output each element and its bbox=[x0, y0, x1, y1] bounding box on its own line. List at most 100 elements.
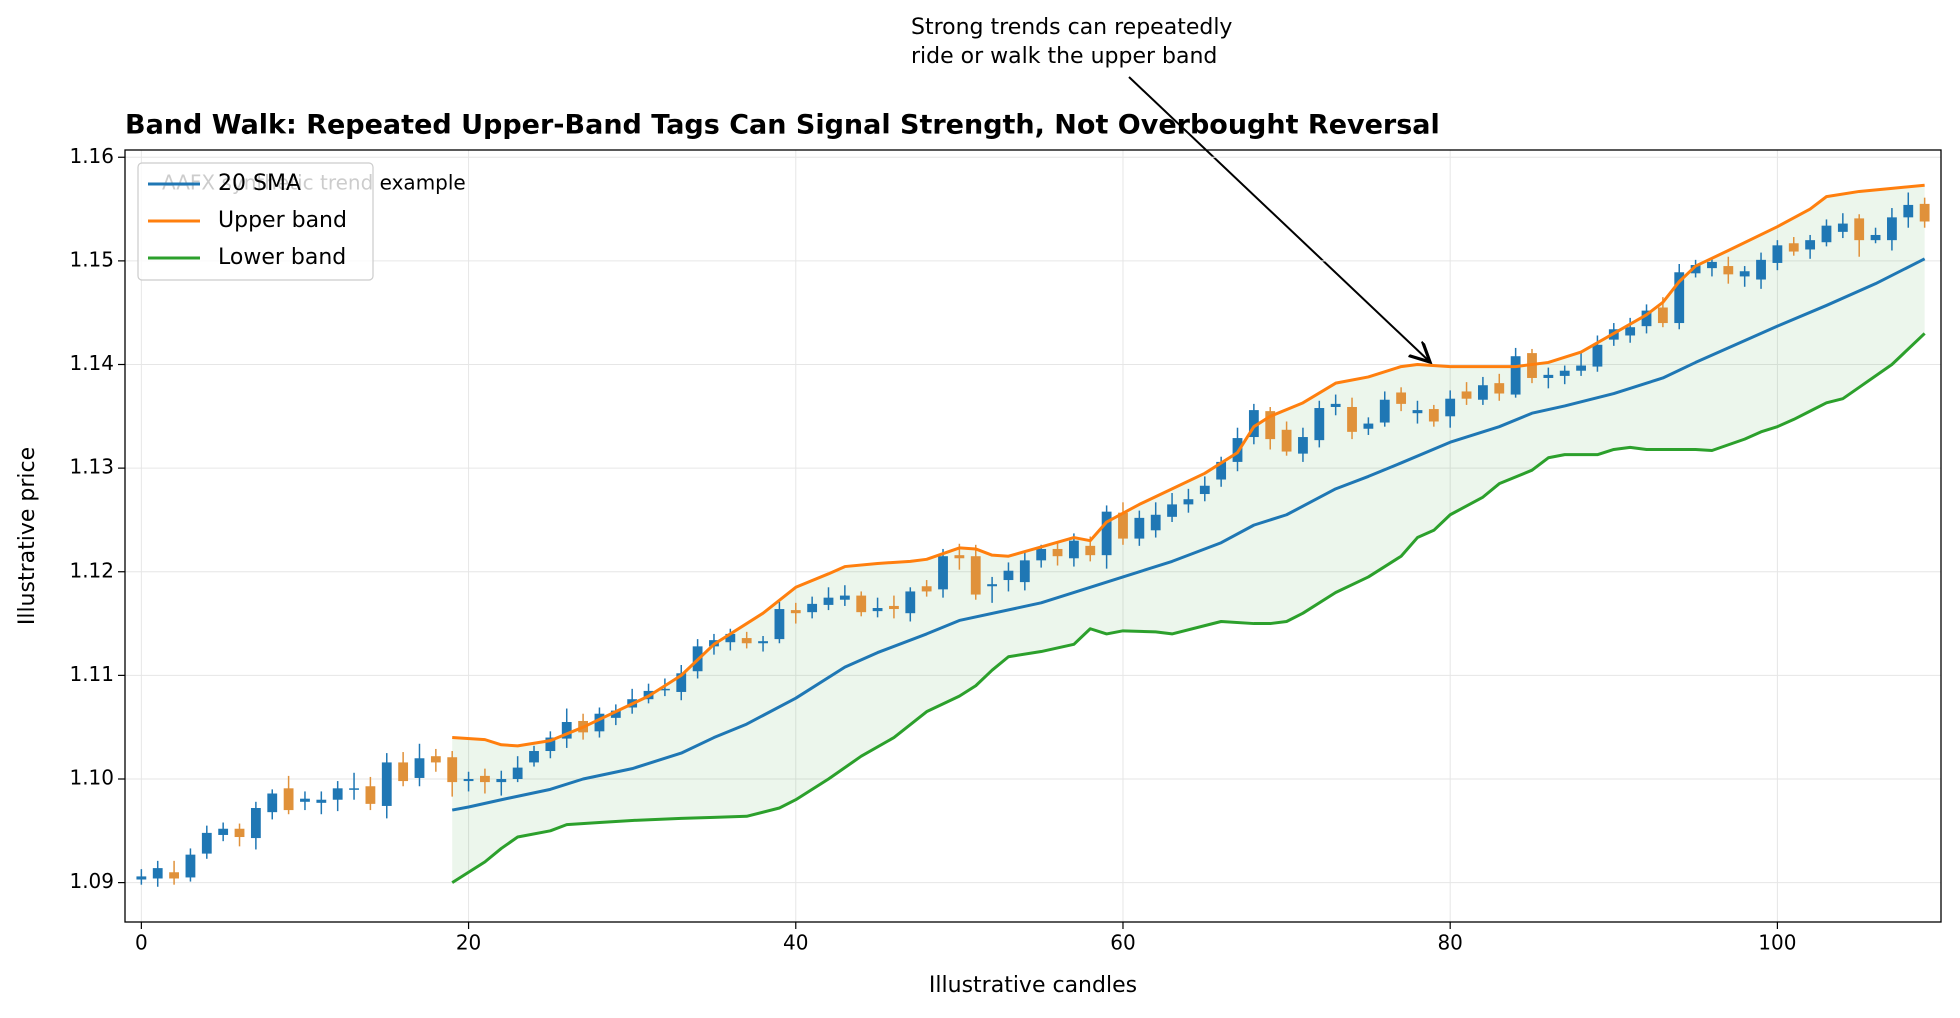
candle-body bbox=[610, 710, 621, 718]
candle-body bbox=[1641, 310, 1652, 327]
candle-body bbox=[1019, 560, 1030, 583]
candle-body bbox=[169, 872, 179, 879]
candle-body bbox=[283, 788, 294, 811]
annotation: ride or walk the upper band bbox=[911, 44, 1217, 69]
candle-body bbox=[1478, 385, 1488, 400]
candle-body bbox=[414, 758, 425, 778]
candle-body bbox=[676, 673, 687, 692]
y-tick-label: 1.15 bbox=[69, 247, 114, 271]
plot-frame bbox=[124, 149, 1942, 923]
candle-body bbox=[1428, 409, 1439, 422]
x-axis-label: Illustrative candles bbox=[929, 973, 1137, 998]
candle-body bbox=[954, 555, 965, 559]
y-axis-label: Illustrative price bbox=[15, 447, 40, 625]
candle-body bbox=[1347, 406, 1357, 432]
candle-body bbox=[463, 778, 474, 782]
candle-body bbox=[1379, 399, 1390, 423]
candle-body bbox=[1919, 203, 1930, 222]
candle-body bbox=[856, 595, 867, 613]
candle-body bbox=[381, 762, 392, 806]
candle-body bbox=[1461, 391, 1472, 399]
candle-body bbox=[1690, 265, 1701, 274]
x-tick-label: 0 bbox=[135, 931, 148, 955]
y-tick-label: 1.14 bbox=[69, 351, 114, 375]
candle-body bbox=[1543, 374, 1554, 378]
candle-body bbox=[1085, 545, 1096, 556]
candle-body bbox=[1723, 266, 1734, 275]
candle-body bbox=[136, 876, 147, 880]
plot-area bbox=[136, 183, 1930, 887]
candle-body bbox=[1756, 259, 1766, 280]
candle-body bbox=[1134, 517, 1145, 539]
candle-body bbox=[921, 586, 932, 592]
x-tick-label: 40 bbox=[783, 931, 808, 955]
candle-body bbox=[218, 828, 229, 835]
candle-body bbox=[1068, 540, 1079, 559]
candle-body bbox=[332, 788, 343, 800]
candle-body bbox=[529, 751, 539, 763]
candle-body bbox=[758, 641, 768, 644]
x-tick-label: 20 bbox=[456, 931, 481, 955]
candle-body bbox=[790, 610, 801, 614]
candle-body bbox=[1788, 243, 1799, 252]
candle-body bbox=[823, 597, 834, 605]
candle-body bbox=[1036, 548, 1047, 561]
candle-body bbox=[1805, 240, 1816, 250]
y-tick-label: 1.12 bbox=[69, 558, 114, 582]
candle-body bbox=[1445, 398, 1456, 417]
candle-body bbox=[1707, 261, 1717, 269]
annotation-arrow bbox=[1128, 76, 1430, 362]
candle-body bbox=[152, 868, 163, 879]
candle-body bbox=[1674, 272, 1685, 324]
candle-body bbox=[725, 633, 736, 643]
candle-body bbox=[1216, 461, 1227, 480]
candle-body bbox=[970, 556, 981, 595]
candle-body bbox=[1330, 403, 1341, 407]
candle-body bbox=[1281, 429, 1292, 452]
candle-body bbox=[1657, 307, 1668, 324]
candle-body bbox=[1183, 499, 1194, 505]
legend-label: Upper band bbox=[218, 208, 347, 233]
candle-body bbox=[807, 603, 818, 613]
candle-body bbox=[1052, 548, 1063, 557]
candle-body bbox=[1903, 204, 1914, 218]
candle-body bbox=[741, 638, 752, 644]
candle-body bbox=[905, 591, 916, 614]
candle-body bbox=[1592, 344, 1603, 367]
x-tick-label: 100 bbox=[1758, 931, 1796, 955]
candle-body bbox=[889, 605, 899, 610]
candle-body bbox=[1837, 223, 1848, 232]
candle-body bbox=[267, 793, 278, 813]
candle-body bbox=[545, 737, 556, 752]
candle-body bbox=[872, 608, 883, 612]
candle-body bbox=[594, 713, 605, 732]
candle-body bbox=[1003, 570, 1014, 581]
x-tick-label: 60 bbox=[1110, 931, 1135, 955]
candle-body bbox=[1118, 512, 1128, 539]
candle-body bbox=[1821, 225, 1832, 243]
candle-body bbox=[774, 609, 785, 640]
y-tick-label: 1.09 bbox=[69, 869, 114, 893]
candle-body bbox=[349, 788, 359, 790]
candle-body bbox=[1870, 234, 1881, 241]
candle-body bbox=[1167, 504, 1177, 517]
candle-body bbox=[1559, 370, 1570, 376]
candle-body bbox=[316, 799, 327, 803]
candle-body bbox=[1248, 410, 1259, 438]
candle-body bbox=[1199, 485, 1210, 495]
candle-body bbox=[201, 832, 212, 854]
candle-body bbox=[659, 688, 670, 691]
candle-body bbox=[1363, 423, 1374, 429]
candle-body bbox=[1625, 327, 1636, 336]
candle-body bbox=[1265, 411, 1276, 440]
legend-label: Lower band bbox=[218, 245, 346, 270]
candle-body bbox=[1494, 383, 1505, 394]
candle-body bbox=[512, 767, 523, 779]
candle-body bbox=[300, 798, 310, 802]
candle-body bbox=[365, 786, 376, 804]
chart-title: Band Walk: Repeated Upper-Band Tags Can … bbox=[125, 110, 1440, 141]
y-tick-label: 1.16 bbox=[69, 144, 114, 168]
legend-box bbox=[137, 162, 374, 281]
series-line bbox=[451, 257, 1926, 812]
